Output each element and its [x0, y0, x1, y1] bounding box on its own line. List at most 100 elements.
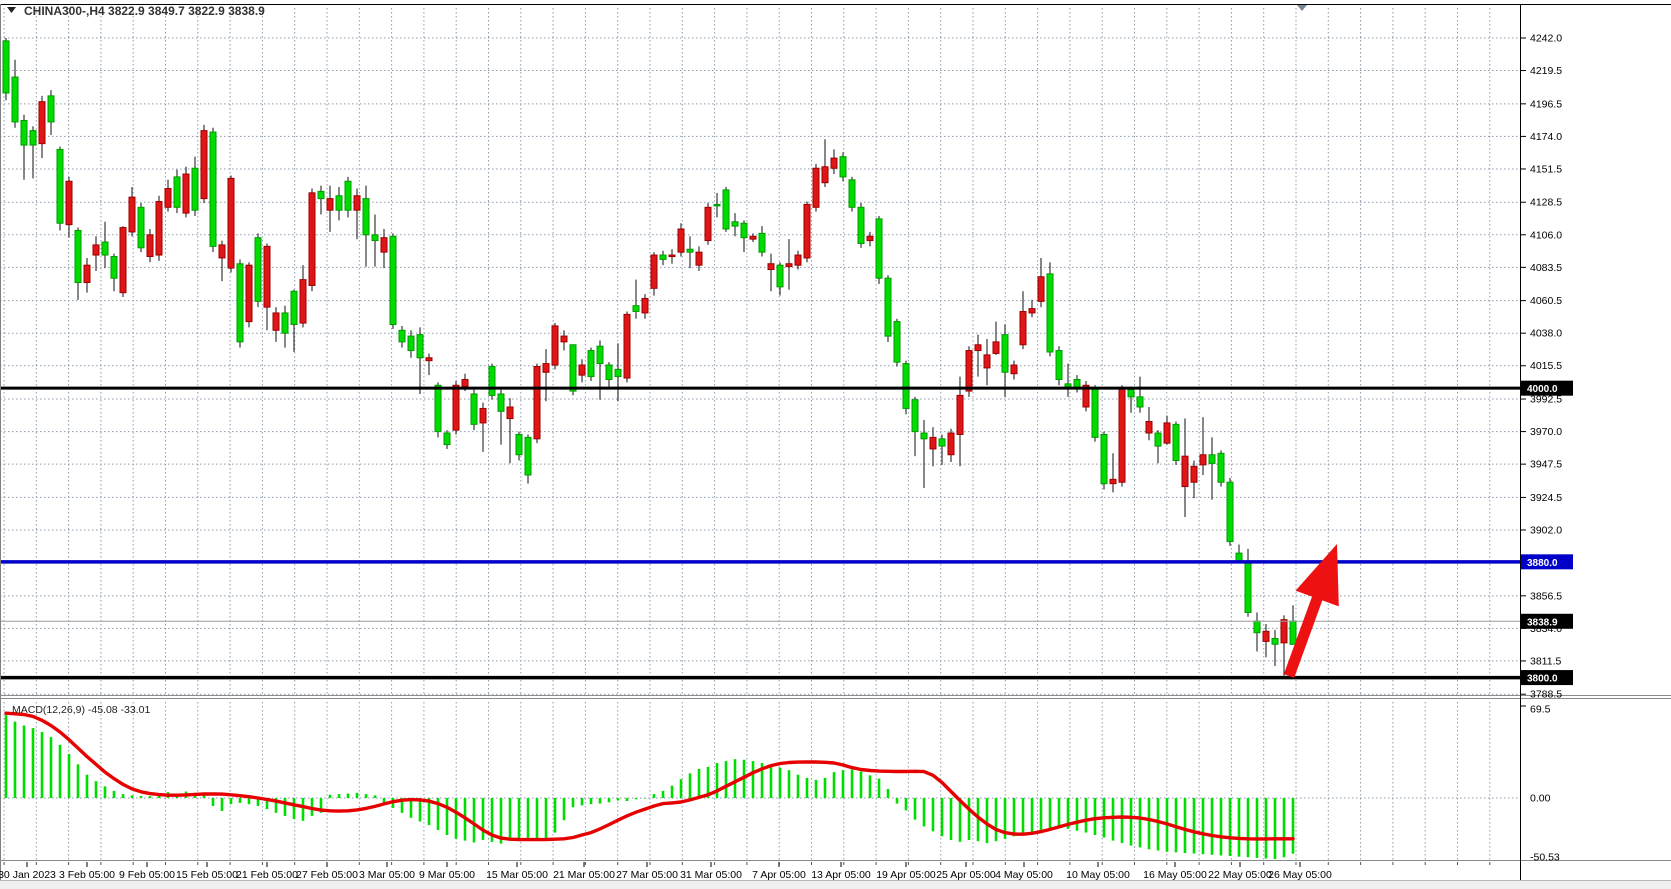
time-axis-label[interactable]: 7 Apr 05:00 — [752, 869, 806, 881]
price-tag-3880.0 — [1521, 554, 1573, 570]
candle-body — [47, 95, 55, 123]
candle-body — [929, 436, 937, 450]
candle-body — [605, 364, 613, 380]
candle-body — [1001, 334, 1009, 373]
candle-body — [335, 195, 343, 211]
time-axis-label[interactable]: 30 Jan 2023 — [0, 869, 56, 881]
candle-body — [1046, 273, 1054, 353]
time-axis-label[interactable]: 26 May 05:00 — [1268, 869, 1332, 881]
candle-body — [101, 241, 109, 256]
candle-body — [623, 313, 631, 379]
time-axis-label[interactable]: 21 Feb 05:00 — [236, 869, 298, 881]
price-axis-label: 4174.0 — [1530, 131, 1562, 143]
time-axis-label[interactable]: 3 Feb 05:00 — [59, 869, 115, 881]
candle-body — [767, 263, 775, 271]
time-axis-label[interactable]: 27 Mar 05:00 — [616, 869, 678, 881]
time-axis-label[interactable]: 13 Apr 05:00 — [811, 869, 871, 881]
time-axis-label[interactable]: 19 Apr 05:00 — [876, 869, 936, 881]
price-tag-label: 4000.0 — [1527, 384, 1558, 395]
candle-body — [704, 206, 712, 242]
time-axis-label[interactable]: 4 May 05:00 — [995, 869, 1053, 881]
candle-body — [389, 235, 397, 326]
candle-body — [1262, 630, 1270, 642]
macd-signal-line — [4, 711, 1295, 842]
candle-body — [785, 263, 793, 268]
candle-body — [245, 264, 253, 323]
macd-indicator — [4, 711, 1295, 859]
time-axis-label[interactable]: 9 Feb 05:00 — [119, 869, 175, 881]
red-up-arrow-annotation[interactable] — [1283, 544, 1339, 678]
candle-body — [128, 196, 136, 233]
candle-body — [686, 248, 694, 253]
candle-body — [956, 394, 964, 435]
time-axis-label[interactable]: 3 Mar 05:00 — [359, 869, 415, 881]
time-axis-label[interactable]: 9 Mar 05:00 — [419, 869, 475, 881]
price-axis-label: 4060.5 — [1530, 295, 1562, 307]
price-axis-label: 4151.5 — [1530, 163, 1562, 175]
candle-body — [1217, 452, 1225, 483]
horizontal-level-lines[interactable] — [0, 386, 1520, 680]
candle-body — [1244, 562, 1252, 613]
candle-body — [641, 297, 649, 314]
chart-shift-marker-icon[interactable] — [1297, 5, 1307, 11]
candle-body — [947, 432, 955, 456]
candle-body — [218, 244, 226, 259]
candle-body — [1091, 387, 1099, 438]
candle-body — [200, 130, 208, 200]
candle-body — [398, 329, 406, 343]
candle-body — [515, 433, 523, 456]
candle-body — [416, 334, 424, 359]
candle-body — [1253, 620, 1261, 634]
candle-body — [317, 190, 325, 200]
candle-body — [542, 363, 550, 373]
candle-body — [1190, 465, 1198, 483]
candle-body — [1181, 455, 1189, 488]
candle-body — [1289, 620, 1297, 645]
time-axis-label[interactable]: 25 Apr 05:00 — [936, 869, 996, 881]
candle-body — [353, 195, 361, 211]
time-axis-label[interactable]: 22 May 05:00 — [1208, 869, 1272, 881]
price-axis-label: 4242.0 — [1530, 33, 1562, 45]
time-axis-label[interactable]: 31 Mar 05:00 — [680, 869, 742, 881]
price-axis-label: 3992.5 — [1530, 394, 1562, 406]
time-axis-label[interactable]: 15 Feb 05:00 — [176, 869, 238, 881]
time-axis-label[interactable]: 16 May 05:00 — [1143, 869, 1207, 881]
candle-body — [902, 363, 910, 409]
arrow-head[interactable] — [1295, 544, 1339, 607]
candle-body — [596, 345, 604, 365]
price-tag-3800.0 — [1521, 670, 1573, 686]
candle-body — [1172, 423, 1180, 462]
candle-body — [461, 378, 469, 388]
candle-body — [920, 432, 928, 440]
time-axis: 30 Jan 2023 3 Feb 05:00 9 Feb 05:00 15 Feb … — [0, 862, 1491, 881]
chart-title: CHINA300-,H4 3822.9 3849.7 3822.9 3838.9 — [24, 4, 265, 18]
price-axis-label: 4015.5 — [1530, 360, 1562, 372]
candle-body — [740, 222, 748, 239]
candle-body — [425, 357, 433, 362]
candle-body — [1226, 481, 1234, 543]
candle-body — [155, 201, 163, 256]
candle-body — [83, 264, 91, 284]
time-axis-label[interactable]: 10 May 05:00 — [1066, 869, 1130, 881]
candle-body — [857, 206, 865, 244]
time-axis-label[interactable]: 21 Mar 05:00 — [553, 869, 615, 881]
time-axis-label[interactable]: 27 Feb 05:00 — [296, 869, 358, 881]
candle-body — [146, 234, 154, 257]
arrow-shaft[interactable] — [1283, 590, 1325, 678]
time-axis-label[interactable]: 15 Mar 05:00 — [486, 869, 548, 881]
candle-body — [974, 344, 982, 352]
macd-label: MACD(12,26,9) -45.08 -33.01 — [12, 704, 150, 716]
price-axis-label: 3902.0 — [1530, 524, 1562, 536]
candle-body — [1208, 454, 1216, 464]
symbol-dropdown-icon[interactable] — [7, 7, 16, 13]
candle-body — [875, 218, 883, 279]
candle-body — [1145, 420, 1153, 434]
price-axis-label: 4196.5 — [1530, 98, 1562, 110]
candle-body — [1136, 396, 1144, 408]
candle-body — [479, 407, 487, 424]
candle-body — [227, 177, 235, 269]
candle-body — [20, 119, 28, 146]
candle-body — [965, 350, 973, 392]
